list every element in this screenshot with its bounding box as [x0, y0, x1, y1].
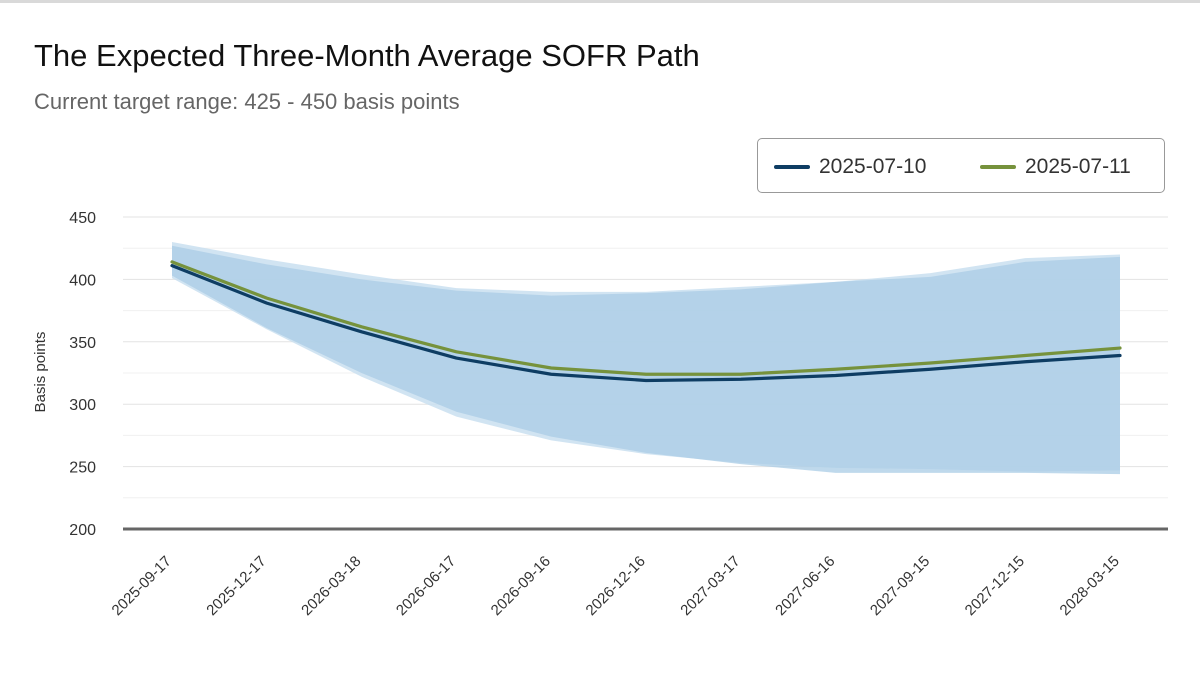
y-axis: 200 250 300 350 400 450 [69, 210, 96, 539]
range-bands [172, 241, 1120, 475]
chart-title: The Expected Three-Month Average SOFR Pa… [34, 38, 700, 73]
x-tick-label: 2026-09-16 [488, 553, 554, 619]
legend-swatch-2 [980, 164, 1016, 169]
y-tick-label: 200 [69, 522, 96, 539]
range-band-2 [172, 245, 1120, 475]
series-line-2 [170, 260, 1122, 376]
x-tick-label: 2027-12-15 [962, 553, 1028, 619]
legend-swatch-1 [774, 164, 810, 169]
x-tick-label: 2027-06-16 [772, 553, 838, 619]
top-border [0, 0, 1200, 3]
x-tick-label: 2026-03-18 [298, 553, 364, 619]
y-axis-label: Basis points [32, 332, 49, 413]
x-tick-label: 2027-09-15 [867, 553, 933, 619]
legend-label-1: 2025-07-10 [819, 154, 927, 178]
y-tick-label: 400 [69, 272, 96, 289]
legend: 2025-07-10 2025-07-11 [757, 138, 1165, 193]
y-tick-label: 250 [69, 460, 96, 477]
x-tick-label: 2026-12-16 [583, 553, 649, 619]
x-axis: 2025-09-17 2025-12-17 2026-03-18 2026-06-17… [109, 527, 1168, 619]
x-tick-label: 2026-06-17 [393, 553, 459, 619]
legend-item-1[interactable]: 2025-07-10 [774, 139, 926, 194]
series-line-1 [170, 264, 1122, 383]
legend-item-2[interactable]: 2025-07-11 [980, 139, 1131, 194]
legend-label-2: 2025-07-11 [1025, 154, 1131, 178]
x-tick-label: 2027-03-17 [677, 553, 743, 619]
x-tick-label: 2025-12-17 [203, 553, 269, 619]
chart-subtitle: Current target range: 425 - 450 basis po… [34, 89, 460, 114]
series-lines [170, 260, 1122, 383]
y-tick-label: 450 [69, 210, 96, 227]
x-tick-label: 2028-03-15 [1057, 553, 1123, 619]
y-tick-label: 350 [69, 335, 96, 352]
x-tick-label: 2025-09-17 [109, 553, 175, 619]
y-tick-label: 300 [69, 397, 96, 414]
